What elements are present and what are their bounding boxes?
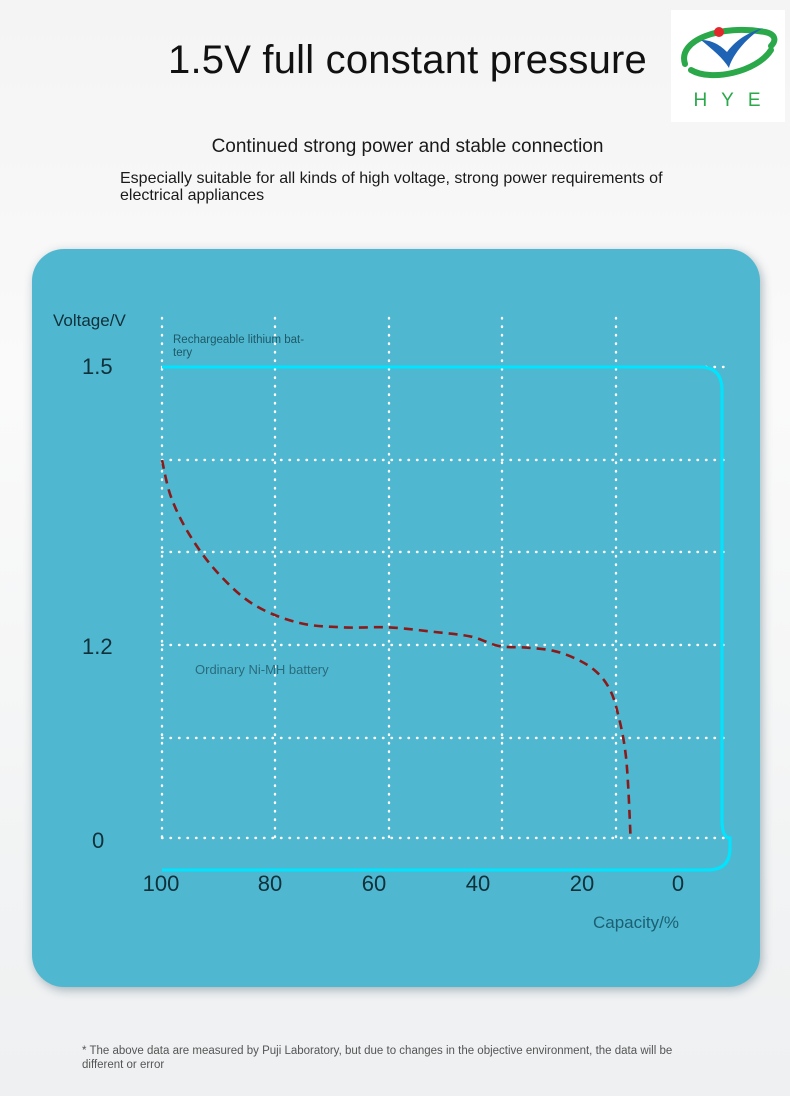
- page-title: 1.5V full constant pressure: [168, 38, 647, 82]
- logo-mark-icon: [681, 26, 778, 79]
- chart-panel: [32, 249, 760, 987]
- description: Especially suitable for all kinds of hig…: [120, 170, 663, 204]
- brand-logo: HYE: [671, 10, 785, 122]
- footnote: * The above data are measured by Puji La…: [82, 1045, 673, 1071]
- logo-text: HYE: [693, 90, 775, 111]
- subtitle: Continued strong power and stable connec…: [211, 136, 604, 157]
